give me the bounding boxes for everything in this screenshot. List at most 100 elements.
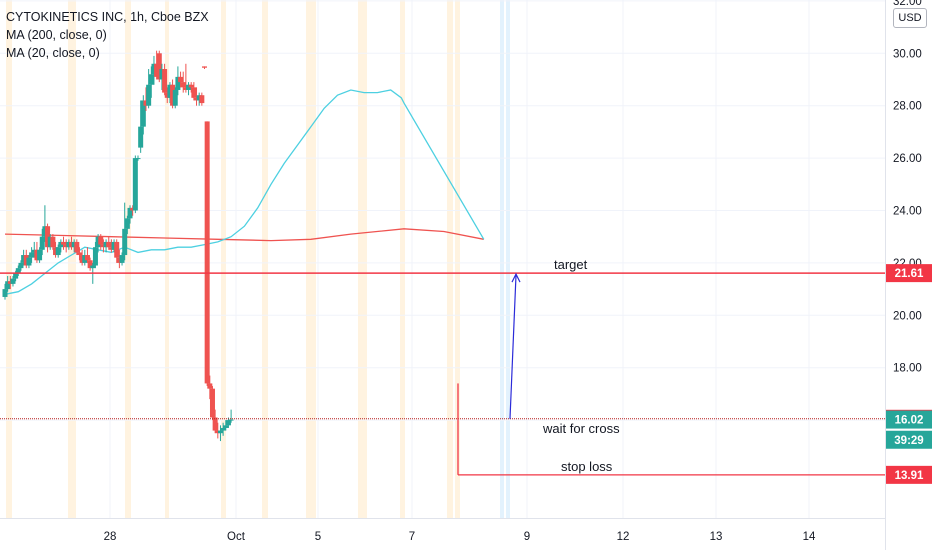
candle-body — [47, 236, 53, 248]
candle-body — [151, 63, 157, 75]
candle-body — [170, 84, 176, 106]
x-tick-label: 5 — [315, 531, 321, 543]
candle-body — [167, 84, 173, 98]
candle-body — [138, 126, 144, 148]
candle-body — [132, 158, 138, 211]
candle-body — [29, 252, 35, 258]
candle-body — [2, 289, 8, 297]
candle-body — [69, 241, 74, 248]
candle-body — [100, 244, 106, 248]
legend-symbol: CYTOKINETICS INC, 1h, Cboe BZX — [6, 10, 209, 24]
x-tick-label: 12 — [617, 531, 630, 543]
candle-body — [31, 249, 37, 253]
arrow-line — [509, 275, 517, 419]
candle-body — [34, 249, 40, 261]
x-tick-label: Oct — [227, 531, 246, 543]
legend-ma200: MA (200, close, 0) — [6, 28, 107, 42]
candle-body — [58, 241, 64, 248]
y-tick-label: 28.00 — [893, 101, 922, 113]
currency-badge[interactable]: USD — [893, 8, 927, 28]
candle-body — [66, 241, 72, 248]
x-tick-label: 28 — [104, 531, 117, 543]
ma200-line — [4, 228, 484, 242]
session-band — [6, 0, 12, 518]
candle-body — [202, 66, 207, 68]
candle-body — [156, 53, 162, 80]
candle-body — [116, 257, 122, 263]
candle-body — [95, 236, 101, 248]
candle-body — [228, 419, 234, 421]
candle-body — [37, 249, 43, 261]
candle-body — [215, 430, 221, 434]
candle-body — [74, 241, 80, 253]
candle-body — [191, 87, 197, 98]
candle-body — [39, 236, 45, 250]
candle-body — [61, 241, 67, 245]
candle-body — [140, 100, 146, 127]
price-badge — [886, 430, 932, 449]
candle-body — [204, 121, 210, 384]
price-badge — [886, 264, 932, 283]
candle-body — [71, 241, 77, 248]
stop-loss-label: stop loss — [561, 459, 613, 474]
candle-body — [223, 425, 229, 428]
candle-body — [175, 76, 181, 90]
y-tick-label: 20.00 — [893, 310, 922, 322]
session-band — [311, 0, 316, 518]
candle-body — [183, 87, 189, 90]
session-band — [72, 0, 76, 518]
candle-body — [108, 247, 114, 250]
candle-body — [5, 281, 11, 290]
candle-body — [87, 260, 93, 269]
candle-body — [172, 89, 178, 106]
candle-body — [13, 273, 19, 279]
session-band — [165, 0, 169, 518]
candle-body — [63, 244, 69, 248]
candle-body — [178, 76, 184, 83]
candle-body — [42, 226, 48, 237]
candle-body — [164, 92, 170, 98]
candle-body — [159, 69, 165, 80]
price-badge-label: 21.61 — [895, 268, 924, 280]
session-band — [68, 0, 73, 518]
candle-body — [53, 247, 59, 256]
candle-body — [148, 74, 154, 85]
candle-body — [84, 255, 90, 261]
chart-legend: CYTOKINETICS INC, 1h, Cboe BZX MA (200, … — [6, 8, 209, 62]
session-band — [363, 0, 367, 518]
candle-body — [10, 278, 16, 284]
session-band — [221, 0, 226, 518]
candle-body — [209, 388, 215, 418]
candle-body — [106, 241, 112, 248]
session-band — [125, 0, 131, 518]
candle-body — [92, 247, 98, 266]
legend-ma20: MA (20, close, 0) — [6, 46, 100, 60]
y-tick-label: 18.00 — [893, 363, 922, 375]
candle-body — [130, 207, 136, 211]
price-badge-label: 16.02 — [895, 415, 924, 427]
candle-body — [212, 417, 218, 431]
x-tick-label: 14 — [803, 531, 816, 543]
y-tick-label: 24.00 — [893, 206, 922, 218]
candle-body — [186, 84, 192, 90]
candle-body — [79, 255, 85, 263]
candle-body — [135, 158, 141, 160]
candle-body — [18, 262, 24, 269]
session-band — [262, 0, 268, 518]
session-band — [447, 0, 453, 518]
candle-body — [82, 255, 88, 263]
candle-body — [111, 241, 117, 250]
candle-body — [98, 236, 104, 245]
session-band — [358, 0, 363, 518]
x-tick-label: 9 — [524, 531, 530, 543]
candle-body — [122, 228, 128, 256]
candle-body — [196, 95, 202, 101]
candle-body — [76, 252, 82, 256]
y-tick-label: 32.00 — [893, 0, 922, 8]
candle-body — [146, 84, 152, 106]
candle-body — [119, 255, 125, 263]
candle-body — [114, 241, 120, 258]
candle-body — [207, 383, 213, 389]
